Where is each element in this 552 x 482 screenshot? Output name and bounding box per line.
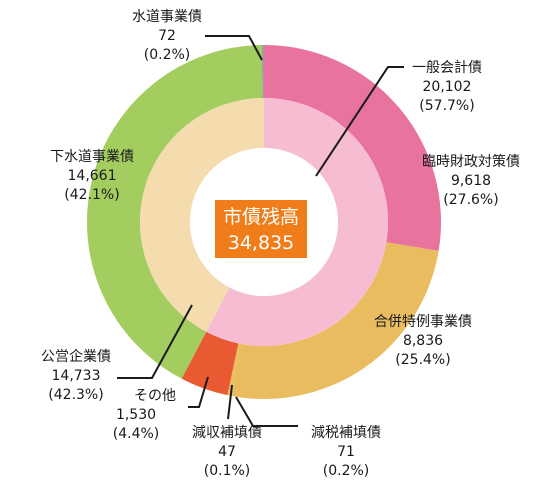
label-gappei-value: 8,836	[403, 333, 443, 349]
center-total-box	[215, 200, 307, 258]
leader-line-ippan	[315, 66, 404, 177]
leader-line-koei	[117, 304, 193, 379]
leader-line-suido	[205, 35, 263, 61]
leader-line-genzei	[235, 396, 298, 427]
label-gappei-pct: (25.4%)	[395, 352, 450, 368]
outer-ring-slice-3	[227, 343, 240, 396]
label-suido: 水道事業債 72 (0.2%)	[132, 9, 202, 63]
leader-lines	[117, 35, 404, 427]
leader-line-sonota	[188, 376, 209, 408]
label-ippan: 一般会計債 20,102 (57.7%)	[412, 60, 482, 114]
label-genzei-pct: (0.2%)	[323, 463, 370, 479]
label-sonota-name: その他	[134, 388, 176, 404]
label-sonota-value: 1,530	[116, 407, 156, 423]
outer-ring-slice-2	[228, 343, 241, 396]
label-gesui-value: 14,661	[68, 168, 117, 184]
label-ippan-name: 一般会計債	[412, 60, 482, 76]
label-sonota-pct: (4.4%)	[113, 426, 160, 442]
label-gesui: 下水道事業債 14,661 (42.1%)	[50, 149, 134, 203]
center-title: 市債残高	[223, 206, 299, 228]
label-rinji-name: 臨時財政対策債	[422, 153, 520, 170]
label-rinji-pct: (27.6%)	[443, 192, 498, 208]
outer-ring-slice-1	[231, 242, 439, 399]
inner-ring-slice-0	[206, 98, 389, 346]
label-gesui-pct: (42.1%)	[64, 187, 119, 203]
label-gappei-name: 合併特例事業債	[374, 314, 472, 330]
label-genshu-pct: (0.1%)	[204, 463, 251, 479]
label-suido-value: 72	[158, 28, 176, 44]
label-koei-name: 公営企業債	[41, 348, 111, 365]
label-genzei-value: 71	[337, 444, 355, 460]
label-suido-name: 水道事業債	[132, 9, 202, 25]
outer-ring-slice-4	[181, 331, 239, 396]
label-genshu-value: 47	[218, 444, 236, 460]
label-suido-pct: (0.2%)	[144, 47, 191, 63]
center-value: 34,835	[228, 232, 294, 254]
label-ippan-pct: (57.7%)	[419, 98, 474, 114]
label-sonota: その他 1,530 (4.4%)	[113, 388, 176, 442]
label-genshu-name: 減収補填債	[192, 424, 262, 441]
label-koei-value: 14,733	[52, 368, 101, 384]
label-ippan-value: 20,102	[423, 79, 472, 95]
label-koei-pct: (42.3%)	[48, 387, 103, 403]
label-gappei: 合併特例事業債 8,836 (25.4%)	[374, 314, 472, 368]
outer-ring-slice-6	[261, 45, 264, 99]
outer-ring-slice-0	[264, 45, 442, 251]
label-rinji-value: 9,618	[451, 173, 491, 189]
leader-line-genshu	[227, 384, 233, 420]
label-gesui-name: 下水道事業債	[50, 149, 134, 165]
outer-ring-slice-5	[86, 45, 263, 379]
label-genzei: 減税補填債 71 (0.2%)	[311, 424, 381, 479]
label-genzei-name: 減税補填債	[311, 424, 381, 441]
label-koei: 公営企業債 14,733 (42.3%)	[41, 348, 111, 403]
inner-ring-slice-1	[140, 98, 264, 332]
label-genshu: 減収補填債 47 (0.1%)	[192, 424, 262, 479]
label-rinji: 臨時財政対策債 9,618 (27.6%)	[422, 153, 520, 208]
